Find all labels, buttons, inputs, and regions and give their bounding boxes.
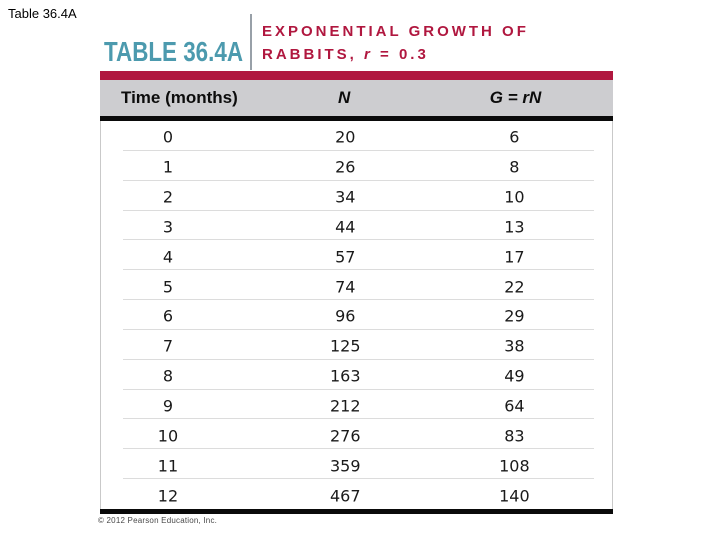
header-time: Time (months)	[121, 88, 238, 107]
header-g: G = rN	[489, 88, 542, 107]
cell-n: 96	[335, 306, 356, 326]
cell-n: 467	[329, 486, 361, 506]
cell-g: 6	[509, 127, 520, 147]
cell-n: 276	[329, 426, 361, 446]
data-table: Time (months) N G = rN 0 20 6 1 26 8 2 34 10 3 44 1…	[100, 71, 613, 514]
header-bottom-rule	[100, 116, 613, 121]
slide-label: Table 36.4A	[8, 6, 77, 21]
table-row: 1 26 8	[101, 151, 612, 181]
cell-time: 7	[162, 336, 174, 356]
table-top-accent-bar	[100, 71, 613, 80]
table-body: 0 20 6 1 26 8 2 34 10 3 44 13 4 57 17 5 74 22 6 96 29 7 125 38 8…	[100, 121, 613, 509]
table-row: 3 44 13	[101, 211, 612, 241]
cell-g: 83	[504, 426, 525, 446]
cell-time: 1	[162, 157, 174, 177]
table-row: 10 276 83	[101, 419, 612, 450]
cell-time: 12	[157, 486, 179, 506]
cell-time: 11	[157, 456, 179, 476]
cell-g: 29	[504, 306, 525, 326]
cell-time: 3	[162, 217, 174, 237]
cell-g: 8	[509, 157, 520, 177]
cell-n: 74	[335, 277, 356, 297]
cell-g: 10	[504, 187, 525, 207]
cell-n: 57	[335, 247, 356, 267]
title-block: TABLE 36.4A EXPONENTIAL GROWTH OF RABBIT…	[100, 12, 620, 72]
table-row: 11 359 108	[101, 449, 612, 479]
cell-n: 125	[329, 336, 361, 356]
cell-g: 22	[504, 277, 525, 297]
table-row: 6 96 29	[101, 300, 612, 330]
cell-time: 6	[162, 306, 174, 326]
cell-time: 4	[162, 247, 174, 267]
table-number-label: TABLE 36.4A	[104, 36, 243, 67]
table-row: 7 125 38	[101, 330, 612, 360]
cell-time: 8	[162, 366, 174, 386]
cell-g: 49	[504, 366, 525, 386]
copyright-notice: © 2012 Pearson Education, Inc.	[98, 516, 218, 525]
table-row: 12 467 140	[101, 479, 612, 509]
table-row: 8 163 49	[101, 360, 612, 390]
cell-time: 9	[162, 396, 174, 416]
cell-time: 5	[162, 277, 174, 297]
cell-time: 10	[157, 426, 179, 446]
table-bottom-rule	[100, 509, 613, 514]
title-divider	[250, 14, 252, 70]
cell-time: 2	[162, 187, 174, 207]
table-row: 4 57 17	[101, 240, 612, 271]
table-header-row: Time (months) N G = rN	[100, 80, 613, 116]
cell-g: 140	[499, 486, 530, 506]
table-row: 2 34 10	[101, 181, 612, 211]
cell-g: 17	[504, 247, 525, 267]
cell-n: 163	[329, 366, 361, 386]
cell-n: 34	[335, 187, 356, 207]
slide-title-line1: EXPONENTIAL GROWTH OF	[262, 23, 529, 40]
table-row: 9 212 64	[101, 390, 612, 420]
cell-n: 26	[335, 157, 356, 177]
table-row: 5 74 22	[101, 270, 612, 300]
cell-g: 38	[504, 336, 525, 356]
cell-n: 212	[329, 396, 361, 416]
header-n: N	[338, 88, 351, 107]
rate-variable: r	[364, 46, 373, 63]
cell-g: 64	[504, 396, 525, 416]
cell-n: 20	[335, 127, 356, 147]
table-row: 0 20 6	[101, 121, 612, 151]
cell-g: 13	[504, 217, 525, 237]
slide-title-line2: RABBITS, r = 0.3	[262, 46, 429, 63]
slide-title: EXPONENTIAL GROWTH OF RABBITS, r = 0.3	[262, 20, 529, 66]
cell-n: 359	[329, 456, 361, 476]
cell-g: 108	[499, 456, 530, 476]
cell-time: 0	[162, 127, 174, 147]
cell-n: 44	[335, 217, 356, 237]
